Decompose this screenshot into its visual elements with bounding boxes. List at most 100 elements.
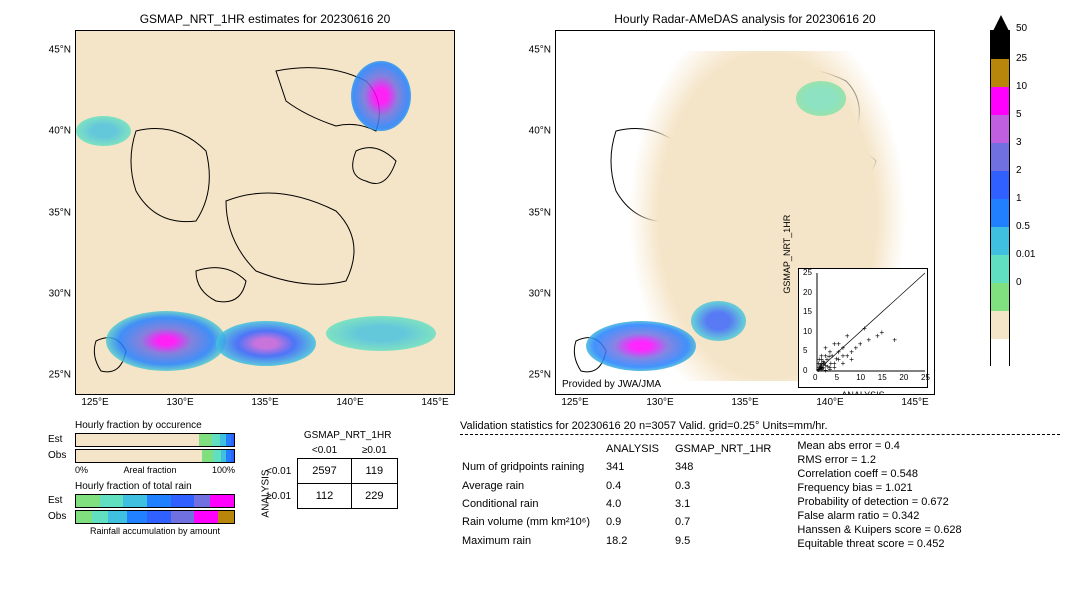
scatter-ylabel: GSMAP_NRT_1HR — [782, 215, 792, 294]
tick: 35°N — [529, 207, 551, 218]
tick: 140°E — [336, 397, 363, 408]
tick: 25°N — [529, 370, 551, 381]
tick: 45°N — [529, 45, 551, 56]
svg-text:+: + — [867, 336, 872, 345]
colorbar-label: 25 — [1016, 53, 1027, 64]
tick: 30°N — [49, 288, 71, 299]
tick: 130°E — [646, 397, 673, 408]
validation-title: Validation statistics for 20230616 20 n=… — [460, 420, 1060, 435]
val-row-v2: 0.7 — [675, 514, 785, 530]
occ-obs-label: Obs — [48, 450, 66, 461]
val-row-v1: 341 — [606, 459, 673, 475]
svg-text:+: + — [849, 347, 854, 356]
scatter-xtick: 10 — [856, 373, 865, 382]
tick: 30°N — [529, 288, 551, 299]
scatter-xtick: 25 — [921, 373, 930, 382]
rain-obs-label: Obs — [48, 511, 66, 522]
svg-text:+: + — [845, 332, 850, 341]
cont-col1: ≥0.01 — [351, 443, 397, 459]
svg-text:+: + — [879, 328, 884, 337]
tick: 135°E — [731, 397, 758, 408]
tick: 140°E — [816, 397, 843, 408]
tick: 135°E — [251, 397, 278, 408]
map1-title: GSMAP_NRT_1HR estimates for 20230616 20 — [75, 12, 455, 26]
occ-est-bar: Est — [75, 433, 235, 447]
scatter-ytick: 10 — [803, 327, 812, 336]
val-row-v2: 0.3 — [675, 478, 785, 494]
map2-credit: Provided by JWA/JMA — [562, 379, 661, 390]
rain-obs-bar: Obs — [75, 510, 235, 524]
occ-est-label: Est — [48, 434, 62, 445]
stat-list: Mean abs error = 0.4RMS error = 1.2Corre… — [797, 439, 961, 551]
tick: 125°E — [561, 397, 588, 408]
val-row-label: Conditional rain — [462, 496, 604, 512]
colorbar-label: 0 — [1016, 277, 1022, 288]
rain-est-label: Est — [48, 495, 62, 506]
scatter-xtick: 5 — [835, 373, 839, 382]
tick: 40°N — [49, 126, 71, 137]
cont-11: 229 — [351, 484, 397, 509]
svg-text:+: + — [892, 336, 897, 345]
stat-line: Probability of detection = 0.672 — [797, 495, 961, 509]
scatter-ytick: 25 — [803, 268, 812, 277]
val-row-label: Num of gridpoints raining — [462, 459, 604, 475]
colorbar-label: 0.01 — [1016, 249, 1035, 260]
svg-text:+: + — [854, 343, 859, 352]
val-row-v1: 4.0 — [606, 496, 673, 512]
colorbar: 50251053210.50.010 — [990, 30, 1010, 366]
svg-text:+: + — [821, 357, 826, 366]
val-col2: GSMAP_NRT_1HR — [675, 441, 785, 457]
svg-text:+: + — [858, 340, 863, 349]
occ-axis-label: Areal fraction — [123, 465, 176, 475]
colorbar-label: 5 — [1016, 109, 1022, 120]
tick: 25°N — [49, 370, 71, 381]
cont-00: 2597 — [298, 459, 351, 484]
stat-line: RMS error = 1.2 — [797, 453, 961, 467]
val-row-v2: 9.5 — [675, 533, 785, 549]
scatter-ytick: 15 — [803, 307, 812, 316]
colorbar-label: 2 — [1016, 165, 1022, 176]
cont-row-header: ANALYSIS — [261, 469, 272, 517]
cont-col-header: GSMAP_NRT_1HR — [298, 428, 398, 443]
cont-10: 112 — [298, 484, 351, 509]
val-col1: ANALYSIS — [606, 441, 673, 457]
stat-line: Frequency bias = 1.021 — [797, 481, 961, 495]
stat-line: Correlation coeff = 0.548 — [797, 467, 961, 481]
scatter-ytick: 0 — [803, 366, 807, 375]
colorbar-label: 50 — [1016, 23, 1027, 34]
svg-text:+: + — [862, 324, 867, 333]
tick: 45°N — [49, 45, 71, 56]
colorbar-label: 1 — [1016, 193, 1022, 204]
map1 — [75, 30, 455, 395]
scatter-xtick: 0 — [813, 373, 817, 382]
val-row-label: Average rain — [462, 478, 604, 494]
map2-title: Hourly Radar-AMeDAS analysis for 2023061… — [555, 12, 935, 26]
occ-axis-max: 100% — [212, 465, 235, 475]
stat-line: False alarm ratio = 0.342 — [797, 509, 961, 523]
svg-text:+: + — [841, 351, 846, 360]
svg-text:+: + — [849, 355, 854, 364]
stat-line: Equitable threat score = 0.452 — [797, 537, 961, 551]
scatter-xtick: 20 — [899, 373, 908, 382]
tick: 145°E — [421, 397, 448, 408]
colorbar-label: 0.5 — [1016, 221, 1030, 232]
stat-line: Hanssen & Kuipers score = 0.628 — [797, 523, 961, 537]
val-row-v1: 0.4 — [606, 478, 673, 494]
svg-text:+: + — [836, 340, 841, 349]
val-row-label: Maximum rain — [462, 533, 604, 549]
cont-col0: <0.01 — [298, 443, 351, 459]
occ-obs-bar: Obs — [75, 449, 235, 463]
scatter-xtick: 15 — [878, 373, 887, 382]
val-row-v2: 3.1 — [675, 496, 785, 512]
val-row-v2: 348 — [675, 459, 785, 475]
scatter-xlabel: ANALYSIS — [799, 390, 927, 395]
rain-axis-label: Rainfall accumulation by amount — [75, 526, 235, 536]
stat-line: Mean abs error = 0.4 — [797, 439, 961, 453]
colorbar-label: 3 — [1016, 137, 1022, 148]
svg-text:+: + — [875, 332, 880, 341]
contingency-table: GSMAP_NRT_1HR <0.01≥0.01 <0.01 2597 119 … — [260, 428, 398, 509]
svg-text:+: + — [841, 359, 846, 368]
map2: Provided by JWA/JMA ++++++++++++++++++++… — [555, 30, 935, 395]
val-row-v1: 18.2 — [606, 533, 673, 549]
tick: 125°E — [81, 397, 108, 408]
